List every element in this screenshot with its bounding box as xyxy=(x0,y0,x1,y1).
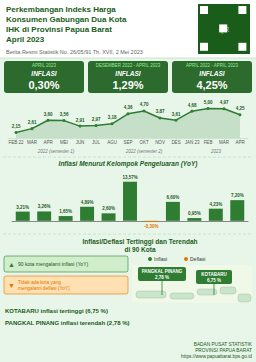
svg-text:APR: APR xyxy=(235,140,245,145)
svg-text:Konsumen Gabungan Dua Kota: Konsumen Gabungan Dua Kota xyxy=(6,15,127,24)
svg-text:-0,30%: -0,30% xyxy=(144,224,158,229)
svg-text:3,18: 3,18 xyxy=(108,115,117,120)
svg-text:KOTABARU: KOTABARU xyxy=(201,272,226,277)
svg-text:4,23%: 4,23% xyxy=(209,202,222,207)
svg-text:NOV: NOV xyxy=(155,140,165,145)
svg-text:MAR: MAR xyxy=(27,140,38,145)
svg-text:3,26%: 3,26% xyxy=(38,204,51,209)
svg-text:0,30%: 0,30% xyxy=(28,79,59,91)
svg-text:2,97: 2,97 xyxy=(92,117,101,122)
svg-text:FEB 22: FEB 22 xyxy=(8,140,24,145)
svg-text:BADAN PUSAT STATISTIK: BADAN PUSAT STATISTIK xyxy=(194,342,253,347)
svg-text:PROVINSI PAPUA BARAT: PROVINSI PAPUA BARAT xyxy=(195,348,252,353)
svg-text:QR: QR xyxy=(219,26,230,34)
svg-text:6,60%: 6,60% xyxy=(167,195,180,200)
svg-text:INFLASI: INFLASI xyxy=(31,70,56,77)
svg-text:SEP: SEP xyxy=(123,140,132,145)
svg-text:2,78 %: 2,78 % xyxy=(155,275,169,280)
svg-text:APR: APR xyxy=(43,140,53,145)
svg-text:2,60%: 2,60% xyxy=(102,206,115,211)
svg-text:5,00: 5,00 xyxy=(204,100,213,105)
svg-text:KOTABARU inflasi tertinggi (6,: KOTABARU inflasi tertinggi (6,75 %) xyxy=(5,308,108,314)
svg-text:3,21%: 3,21% xyxy=(16,205,29,210)
svg-text:4,36: 4,36 xyxy=(124,105,133,110)
svg-text:13,57%: 13,57% xyxy=(122,175,137,180)
svg-text:4,68: 4,68 xyxy=(188,103,197,108)
svg-text:▼: ▼ xyxy=(8,282,15,289)
svg-text:7,20%: 7,20% xyxy=(231,193,244,198)
svg-text:4,70: 4,70 xyxy=(140,102,149,107)
svg-text:3,87: 3,87 xyxy=(156,109,165,114)
svg-text:DESEMBER 2022 - APRIL 2023: DESEMBER 2022 - APRIL 2023 xyxy=(96,63,161,68)
svg-text:Inflasi/Deflasi Tertinggi dan: Inflasi/Deflasi Tertinggi dan Terendah xyxy=(83,238,198,246)
svg-text:JUN: JUN xyxy=(76,140,85,145)
svg-text:Deflasi: Deflasi xyxy=(190,256,205,262)
svg-text:MEI: MEI xyxy=(60,140,68,145)
svg-text:OKT: OKT xyxy=(139,140,149,145)
svg-text:2,15: 2,15 xyxy=(12,124,21,129)
svg-text:April 2023: April 2023 xyxy=(6,35,45,44)
svg-text:APRIL 2022 - APRIL 2023: APRIL 2022 - APRIL 2023 xyxy=(186,63,238,68)
svg-text:AGU: AGU xyxy=(107,140,117,145)
svg-text:4,89%: 4,89% xyxy=(81,200,94,205)
svg-text:PANGKAL PINANG: PANGKAL PINANG xyxy=(142,269,183,274)
svg-text:Perkembangan Indeks Harga: Perkembangan Indeks Harga xyxy=(6,5,116,14)
svg-text:DES: DES xyxy=(171,140,180,145)
svg-text:3,60: 3,60 xyxy=(44,112,53,117)
svg-text:INFLASI: INFLASI xyxy=(115,70,140,77)
svg-text:2022 (semester 1): 2022 (semester 1) xyxy=(37,149,75,154)
svg-text:INFLASI: INFLASI xyxy=(199,70,224,77)
svg-text:1,29%: 1,29% xyxy=(112,79,143,91)
svg-text:APRIL 2023: APRIL 2023 xyxy=(32,63,57,68)
svg-text:3,61: 3,61 xyxy=(172,112,181,117)
svg-text:4,25: 4,25 xyxy=(236,106,245,111)
svg-text:2022 (semester 2): 2022 (semester 2) xyxy=(125,149,163,154)
svg-text:4,97: 4,97 xyxy=(220,100,229,105)
svg-text:Inflasi Menurut Kelompok Penge: Inflasi Menurut Kelompok Pengeluaran (Yo… xyxy=(59,160,198,168)
svg-text:https://www.papuabarat.bps.go.: https://www.papuabarat.bps.go.id xyxy=(181,354,252,359)
svg-text:4,25%: 4,25% xyxy=(196,79,227,91)
svg-text:Inflasi: Inflasi xyxy=(154,256,167,262)
svg-text:FEB: FEB xyxy=(204,140,213,145)
svg-text:0,95%: 0,95% xyxy=(188,211,201,216)
svg-text:MAR: MAR xyxy=(219,140,230,145)
svg-text:3,56: 3,56 xyxy=(60,112,69,117)
svg-text:mengalami deflasi (YoY): mengalami deflasi (YoY) xyxy=(18,286,70,291)
svg-text:2,91: 2,91 xyxy=(76,118,85,123)
svg-text:2,61: 2,61 xyxy=(28,120,37,125)
svg-text:Tidak ada kota yang: Tidak ada kota yang xyxy=(18,280,61,285)
svg-text:2023: 2023 xyxy=(210,149,222,154)
svg-text:IHK di Provinsi Papua Barat: IHK di Provinsi Papua Barat xyxy=(6,25,112,34)
svg-text:JAN 23: JAN 23 xyxy=(185,140,200,145)
svg-text:▲: ▲ xyxy=(8,261,15,268)
svg-text:90 kota mengalami inflasi (YoY: 90 kota mengalami inflasi (YoY) xyxy=(18,261,88,267)
svg-text:JUL: JUL xyxy=(92,140,100,145)
svg-text:PANGKAL PINANG inflasi terenda: PANGKAL PINANG inflasi terendah (2,78 %) xyxy=(5,320,129,326)
svg-text:Berita Resmi Statistik No. 26/: Berita Resmi Statistik No. 26/05/91 Th. … xyxy=(6,49,143,55)
svg-text:6,75 %: 6,75 % xyxy=(207,278,221,283)
svg-text:1,65%: 1,65% xyxy=(59,209,72,214)
svg-text:di 90 Kota: di 90 Kota xyxy=(124,246,155,253)
